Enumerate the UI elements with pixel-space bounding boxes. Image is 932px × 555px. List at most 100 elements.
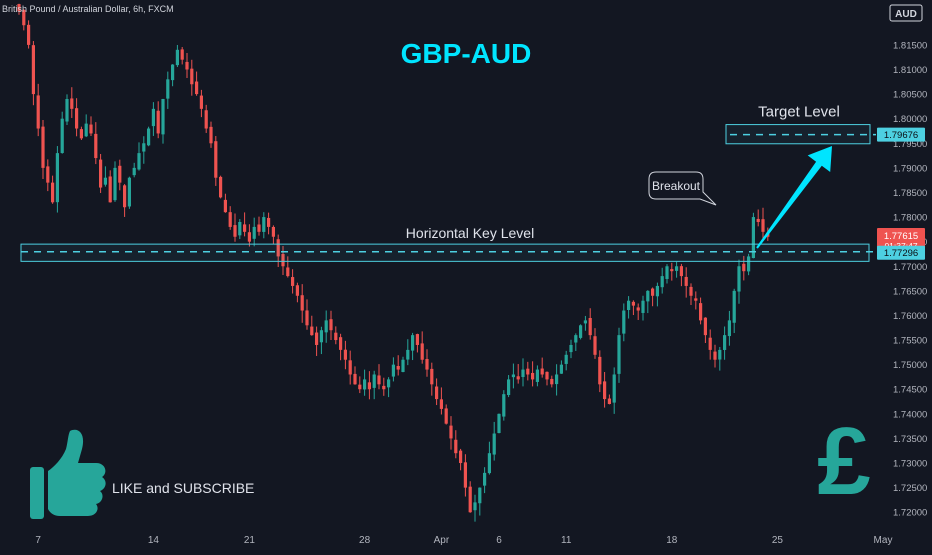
candle[interactable]: [535, 365, 539, 387]
candle[interactable]: [545, 371, 549, 386]
candle[interactable]: [382, 377, 386, 396]
candle[interactable]: [51, 175, 55, 204]
candle[interactable]: [439, 387, 443, 415]
candle[interactable]: [99, 153, 103, 193]
candle[interactable]: [617, 327, 621, 383]
candle[interactable]: [353, 366, 357, 385]
candle[interactable]: [339, 333, 343, 361]
candle[interactable]: [315, 326, 319, 356]
candle[interactable]: [329, 310, 333, 340]
candle[interactable]: [118, 159, 122, 191]
candle[interactable]: [411, 332, 415, 361]
candle[interactable]: [655, 282, 659, 307]
candle[interactable]: [526, 361, 530, 381]
candle[interactable]: [27, 20, 31, 49]
candle[interactable]: [31, 41, 35, 106]
candle[interactable]: [737, 259, 741, 304]
candle[interactable]: [300, 284, 304, 323]
candle[interactable]: [401, 356, 405, 373]
candle[interactable]: [387, 377, 391, 398]
candle[interactable]: [166, 71, 170, 109]
candle[interactable]: [454, 430, 458, 459]
candle[interactable]: [391, 357, 395, 382]
candle[interactable]: [435, 378, 439, 406]
candle[interactable]: [627, 296, 631, 319]
candle[interactable]: [612, 367, 616, 414]
candle[interactable]: [603, 371, 607, 408]
candle[interactable]: [209, 121, 213, 148]
candle[interactable]: [103, 166, 107, 187]
currency-badge[interactable]: [889, 4, 923, 22]
candle[interactable]: [123, 184, 127, 217]
candle[interactable]: [195, 71, 199, 96]
candle[interactable]: [295, 282, 299, 303]
candle[interactable]: [651, 287, 655, 307]
candle[interactable]: [607, 394, 611, 405]
candle[interactable]: [550, 375, 554, 388]
candle[interactable]: [588, 308, 592, 340]
candle[interactable]: [569, 339, 573, 359]
candle[interactable]: [175, 44, 179, 68]
breakout-callout[interactable]: Breakout: [648, 171, 717, 206]
candle[interactable]: [531, 361, 535, 387]
candle[interactable]: [70, 87, 74, 118]
candle[interactable]: [94, 122, 98, 165]
candle[interactable]: [281, 246, 285, 276]
time-axis[interactable]: 7 14 21 28 Apr 6 11 18 25 May: [35, 535, 892, 546]
candle[interactable]: [127, 176, 131, 209]
candle[interactable]: [708, 329, 712, 360]
candle[interactable]: [319, 326, 323, 355]
candle[interactable]: [310, 315, 314, 336]
candle[interactable]: [483, 467, 487, 494]
candle[interactable]: [684, 267, 688, 298]
candle[interactable]: [267, 212, 271, 235]
candle[interactable]: [747, 253, 751, 276]
candle[interactable]: [622, 303, 626, 342]
candle[interactable]: [631, 300, 635, 316]
candle[interactable]: [727, 310, 731, 346]
candle[interactable]: [406, 339, 410, 366]
candle[interactable]: [286, 256, 290, 278]
candle[interactable]: [756, 209, 760, 227]
candle[interactable]: [713, 344, 717, 368]
candle[interactable]: [180, 47, 184, 65]
candle[interactable]: [204, 104, 208, 133]
candle[interactable]: [559, 360, 563, 374]
candle[interactable]: [228, 206, 232, 230]
candle[interactable]: [703, 317, 707, 344]
candle[interactable]: [41, 119, 45, 180]
candle[interactable]: [79, 126, 83, 140]
candle[interactable]: [367, 371, 371, 400]
candle[interactable]: [689, 283, 693, 306]
candle[interactable]: [171, 64, 175, 87]
candle[interactable]: [22, 9, 26, 31]
candle[interactable]: [243, 212, 247, 237]
candle[interactable]: [60, 111, 64, 154]
candle[interactable]: [55, 146, 59, 213]
candle[interactable]: [641, 295, 645, 321]
candle[interactable]: [334, 326, 338, 345]
candle[interactable]: [679, 263, 683, 287]
candle[interactable]: [583, 315, 587, 331]
candle[interactable]: [449, 416, 453, 450]
candle[interactable]: [463, 454, 467, 497]
candle[interactable]: [564, 350, 568, 371]
candle[interactable]: [415, 333, 419, 353]
candle[interactable]: [396, 355, 400, 376]
candle[interactable]: [511, 363, 515, 389]
candle[interactable]: [430, 362, 434, 396]
candle[interactable]: [190, 59, 194, 96]
candle[interactable]: [636, 303, 640, 320]
candle[interactable]: [555, 364, 559, 396]
candle[interactable]: [540, 357, 544, 378]
candle[interactable]: [718, 346, 722, 371]
candle[interactable]: [161, 98, 165, 144]
candle[interactable]: [478, 487, 482, 516]
candle[interactable]: [732, 288, 736, 334]
candle[interactable]: [214, 136, 218, 186]
candle[interactable]: [271, 225, 275, 245]
candle[interactable]: [675, 261, 679, 278]
candle[interactable]: [132, 162, 136, 178]
candle[interactable]: [358, 376, 362, 394]
